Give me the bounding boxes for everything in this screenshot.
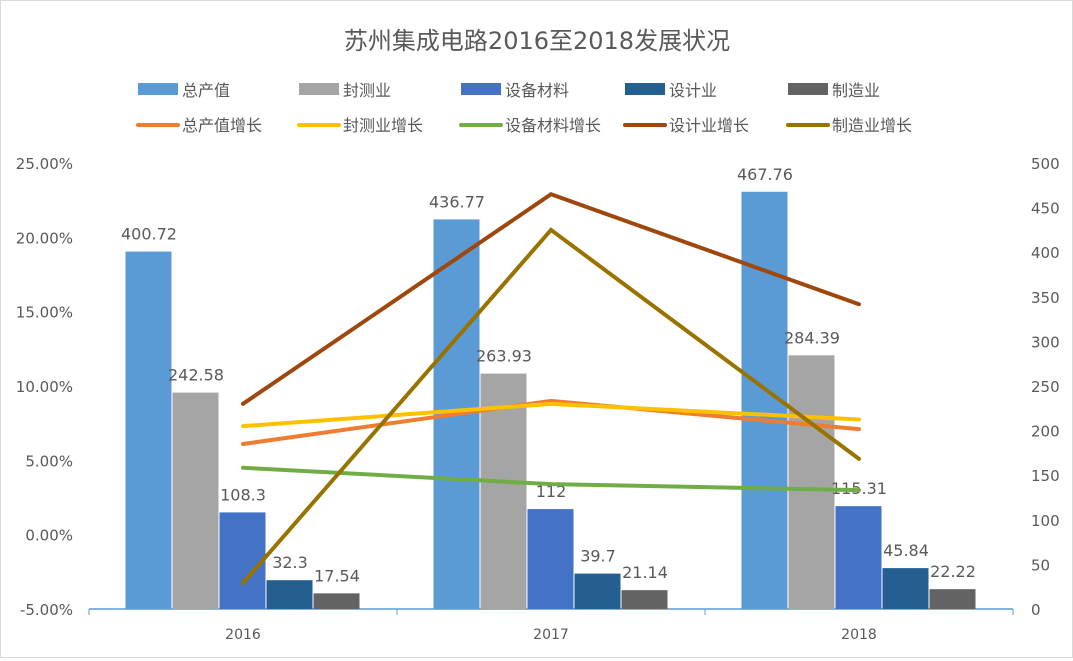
legend-label: 封测业	[343, 81, 391, 100]
bar-封测业	[788, 355, 835, 609]
right-axis-tick: 400	[1031, 244, 1060, 262]
legend-label: 设备材料增长	[505, 116, 601, 135]
line-封测业增长	[241, 401, 861, 429]
left-axis-tick: 20.00%	[16, 229, 73, 247]
bar-data-label: 32.3	[272, 553, 308, 572]
left-axis-tick: 10.00%	[16, 378, 73, 396]
left-axis-tick: -5.00%	[20, 601, 73, 619]
bar-data-label: 17.54	[314, 566, 360, 585]
right-axis-tick: 200	[1031, 423, 1060, 441]
bar-data-label: 263.93	[476, 347, 532, 366]
right-axis-tick: 500	[1031, 155, 1060, 173]
bar-data-label: 467.76	[737, 165, 793, 184]
right-axis-tick: 100	[1031, 512, 1060, 530]
right-axis-tick: 250	[1031, 378, 1060, 396]
bar-data-label: 436.77	[429, 192, 485, 211]
bar-data-label: 112	[536, 482, 567, 501]
legend-label: 设备材料	[505, 81, 569, 100]
bar-设备材料	[219, 512, 266, 609]
right-axis-tick: 0	[1031, 601, 1041, 619]
bar-封测业	[172, 392, 219, 609]
line-设计业增长	[241, 191, 861, 406]
legend-label: 制造业	[832, 81, 880, 100]
left-axis-tick: 5.00%	[25, 452, 73, 470]
right-axis-tick: 50	[1031, 556, 1050, 574]
x-axis-tick: 2017	[533, 627, 569, 643]
bar-设计业	[266, 580, 313, 609]
bar-总产值	[125, 251, 172, 610]
bar-设计业	[574, 573, 621, 609]
bar-data-label: 242.58	[168, 366, 224, 385]
bar-data-label: 22.22	[930, 562, 976, 581]
legend-label: 封测业增长	[343, 116, 423, 135]
legend-label: 总产值增长	[182, 116, 262, 135]
line-总产值增长	[241, 398, 861, 446]
bar-设计业	[882, 568, 929, 609]
legend-label: 总产值	[182, 81, 230, 100]
legend-label: 制造业增长	[832, 116, 912, 135]
chart-title: 苏州集成电路2016至2018发展状况	[344, 27, 730, 55]
legend-swatch	[461, 83, 501, 95]
right-axis-tick: 450	[1031, 200, 1060, 218]
bar-制造业	[313, 593, 360, 609]
right-axis-tick: 150	[1031, 467, 1060, 485]
right-axis-tick: 350	[1031, 289, 1060, 307]
bar-data-label: 400.72	[121, 225, 177, 244]
line-制造业增长	[241, 227, 861, 585]
left-axis-tick: 0.00%	[25, 527, 73, 545]
bar-data-label: 284.39	[784, 328, 840, 347]
bar-封测业	[480, 373, 527, 609]
bar-data-label: 21.14	[622, 563, 668, 582]
bar-data-label: 108.3	[220, 485, 266, 504]
right-axis-tick: 300	[1031, 333, 1060, 351]
bar-制造业	[929, 589, 976, 609]
bar-设备材料	[835, 506, 882, 609]
legend-swatch	[138, 83, 178, 95]
bar-data-label: 39.7	[580, 547, 616, 566]
x-axis-tick: 2016	[225, 627, 261, 643]
x-axis-tick: 2018	[841, 627, 877, 643]
bar-data-label: 45.84	[883, 541, 929, 560]
legend-swatch	[625, 83, 665, 95]
legend-label: 设计业增长	[669, 116, 749, 135]
legend-swatch	[788, 83, 828, 95]
line-设备材料增长	[241, 465, 861, 493]
bar-设备材料	[527, 509, 574, 609]
bar-制造业	[621, 590, 668, 609]
left-axis-tick: 15.00%	[16, 304, 73, 322]
legend-label: 设计业	[669, 81, 717, 100]
left-axis-tick: 25.00%	[16, 155, 73, 173]
legend-swatch	[299, 83, 339, 95]
